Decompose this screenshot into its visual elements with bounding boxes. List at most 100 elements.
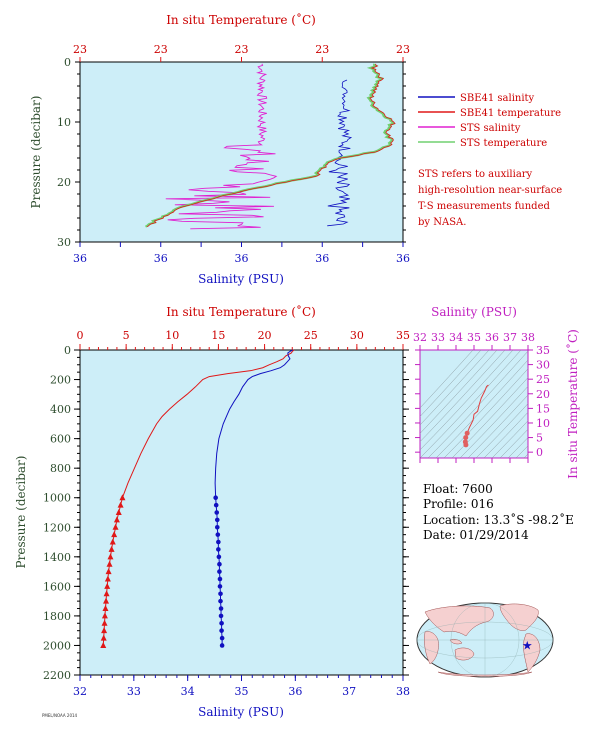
ts-sal-tick-label: 34: [449, 331, 463, 344]
density-contour: [420, 350, 482, 417]
temperature-point: [101, 619, 108, 626]
ts-point: [462, 439, 468, 445]
density-contour: [467, 394, 528, 458]
ts-sal-tick-label: 33: [431, 331, 445, 344]
salinity-point: [214, 524, 220, 530]
sal-tick-label: 34: [181, 685, 195, 698]
sal-tick-label: 38: [396, 685, 410, 698]
sal-tick-label: 32: [73, 685, 87, 698]
temperature-point: [111, 531, 118, 538]
float-location-marker: ★: [522, 638, 533, 652]
ts-salinity-axis: 32 33 34 35 36 37 38: [413, 331, 535, 463]
sts-salinity-line: [165, 63, 278, 230]
salinity-point: [218, 591, 223, 597]
ts-point: [464, 430, 470, 436]
top-plot-area: [79, 61, 404, 243]
temperature-point: [103, 590, 110, 597]
ts-density-contours: [420, 350, 528, 458]
pressure-tick-label: 0: [64, 344, 71, 357]
density-contour: [475, 403, 528, 458]
density-contour: [483, 411, 528, 458]
main-chart-top-axis-title: In situ Temperature (˚C): [166, 304, 316, 319]
temperature-point: [100, 634, 107, 641]
ts-sal-tick-label: 37: [503, 331, 517, 344]
main-plot-area: [79, 349, 404, 676]
ts-series: [462, 384, 489, 448]
top-y-tick-label: 10: [57, 116, 71, 129]
pressure-tick-label: 1600: [43, 580, 71, 593]
pressure-tick-label: 1000: [43, 492, 71, 505]
density-contour: [420, 350, 498, 434]
top-chart-y-axis-label: Pressure (decibar): [29, 96, 43, 209]
top-chart-top-axis-title: In situ Temperature (˚C): [166, 12, 316, 27]
ts-temp-tick-label: 10: [536, 417, 550, 430]
top-note-line-4: by NASA.: [418, 217, 466, 228]
salinity-point: [219, 643, 225, 648]
top-bottom-tick-label: 36: [396, 252, 410, 265]
ts-temp-tick-label: 25: [536, 373, 550, 386]
top-y-tick-label: 20: [57, 176, 71, 189]
temperature-point: [115, 509, 122, 515]
temperature-point: [117, 501, 124, 508]
salinity-point: [217, 561, 222, 567]
world-map: ★: [416, 602, 554, 678]
footer-credit: PMEL/NOAA 2014: [42, 713, 78, 718]
temp-tick-label: 15: [211, 329, 225, 342]
temperature-point: [113, 516, 120, 523]
top-note: STS refers to auxiliary high-resolution …: [418, 169, 562, 228]
ts-sal-tick-label: 32: [413, 331, 427, 344]
top-chart: In situ Temperature (˚C) 23 23 23 23 23 36 36…: [29, 12, 562, 286]
ts-temp-tick-label: 5: [536, 432, 543, 445]
legend-label: STS temperature: [460, 138, 547, 149]
temp-tick-label: 30: [350, 329, 364, 342]
density-contour: [459, 385, 528, 458]
salinity-point: [218, 613, 224, 619]
main-salinity-axis: 32 33 34 35 36 37 38: [73, 675, 410, 698]
main-series: [100, 349, 295, 648]
density-contour: [427, 350, 528, 458]
temp-tick-label: 0: [77, 329, 84, 342]
temp-tick-label: 25: [304, 329, 318, 342]
temperature-point: [103, 597, 110, 604]
main-temperature-axis: 0 5 10 15 20 25 30 35: [77, 329, 410, 350]
ts-sal-tick-label: 36: [485, 331, 499, 344]
pressure-tick-label: 1400: [43, 551, 71, 564]
temperature-point: [107, 553, 114, 560]
temp-tick-label: 10: [165, 329, 179, 342]
density-contour: [451, 377, 528, 458]
salinity-point: [217, 576, 223, 582]
date: Date: 01/29/2014: [423, 528, 529, 542]
density-contour: [420, 350, 506, 443]
ts-temp-tick-label: 20: [536, 388, 550, 401]
salinity-point: [217, 569, 222, 574]
ts-chart: Salinity (PSU) In situ Temperature (˚C) …: [413, 305, 580, 479]
temperature-point: [100, 641, 107, 648]
top-y-tick-label: 30: [57, 236, 71, 249]
map-graticule: [416, 602, 554, 678]
temperature-point: [102, 605, 109, 612]
top-note-line-3: T-S measurements funded: [418, 201, 550, 212]
pressure-tick-label: 1200: [43, 521, 71, 534]
salinity-point: [214, 517, 220, 523]
temperature-point: [105, 568, 112, 575]
salinity-point: [213, 495, 218, 501]
main-chart-x-axis-label: Salinity (PSU): [198, 705, 284, 719]
top-top-tick-label: 23: [154, 43, 168, 56]
temperature-point: [106, 560, 113, 567]
temperature-point: [101, 627, 108, 634]
top-chart-x-axis-label: Salinity (PSU): [198, 272, 284, 286]
pressure-tick-label: 2200: [43, 669, 71, 682]
temperature-point: [104, 582, 111, 589]
salinity-point: [216, 547, 221, 552]
ts-temp-tick-label: 15: [536, 402, 550, 415]
temp-tick-label: 5: [123, 329, 130, 342]
sal-tick-label: 36: [288, 685, 302, 698]
top-bottom-tick-label: 36: [73, 252, 87, 265]
float-info: Float: 7600 Profile: 016 Location: 13.3˚…: [423, 482, 574, 542]
ts-point: [463, 435, 469, 441]
ts-sal-tick-label: 35: [467, 331, 481, 344]
density-contour: [507, 437, 528, 458]
ts-temp-tick-label: 0: [536, 446, 543, 459]
density-contour: [420, 350, 490, 426]
